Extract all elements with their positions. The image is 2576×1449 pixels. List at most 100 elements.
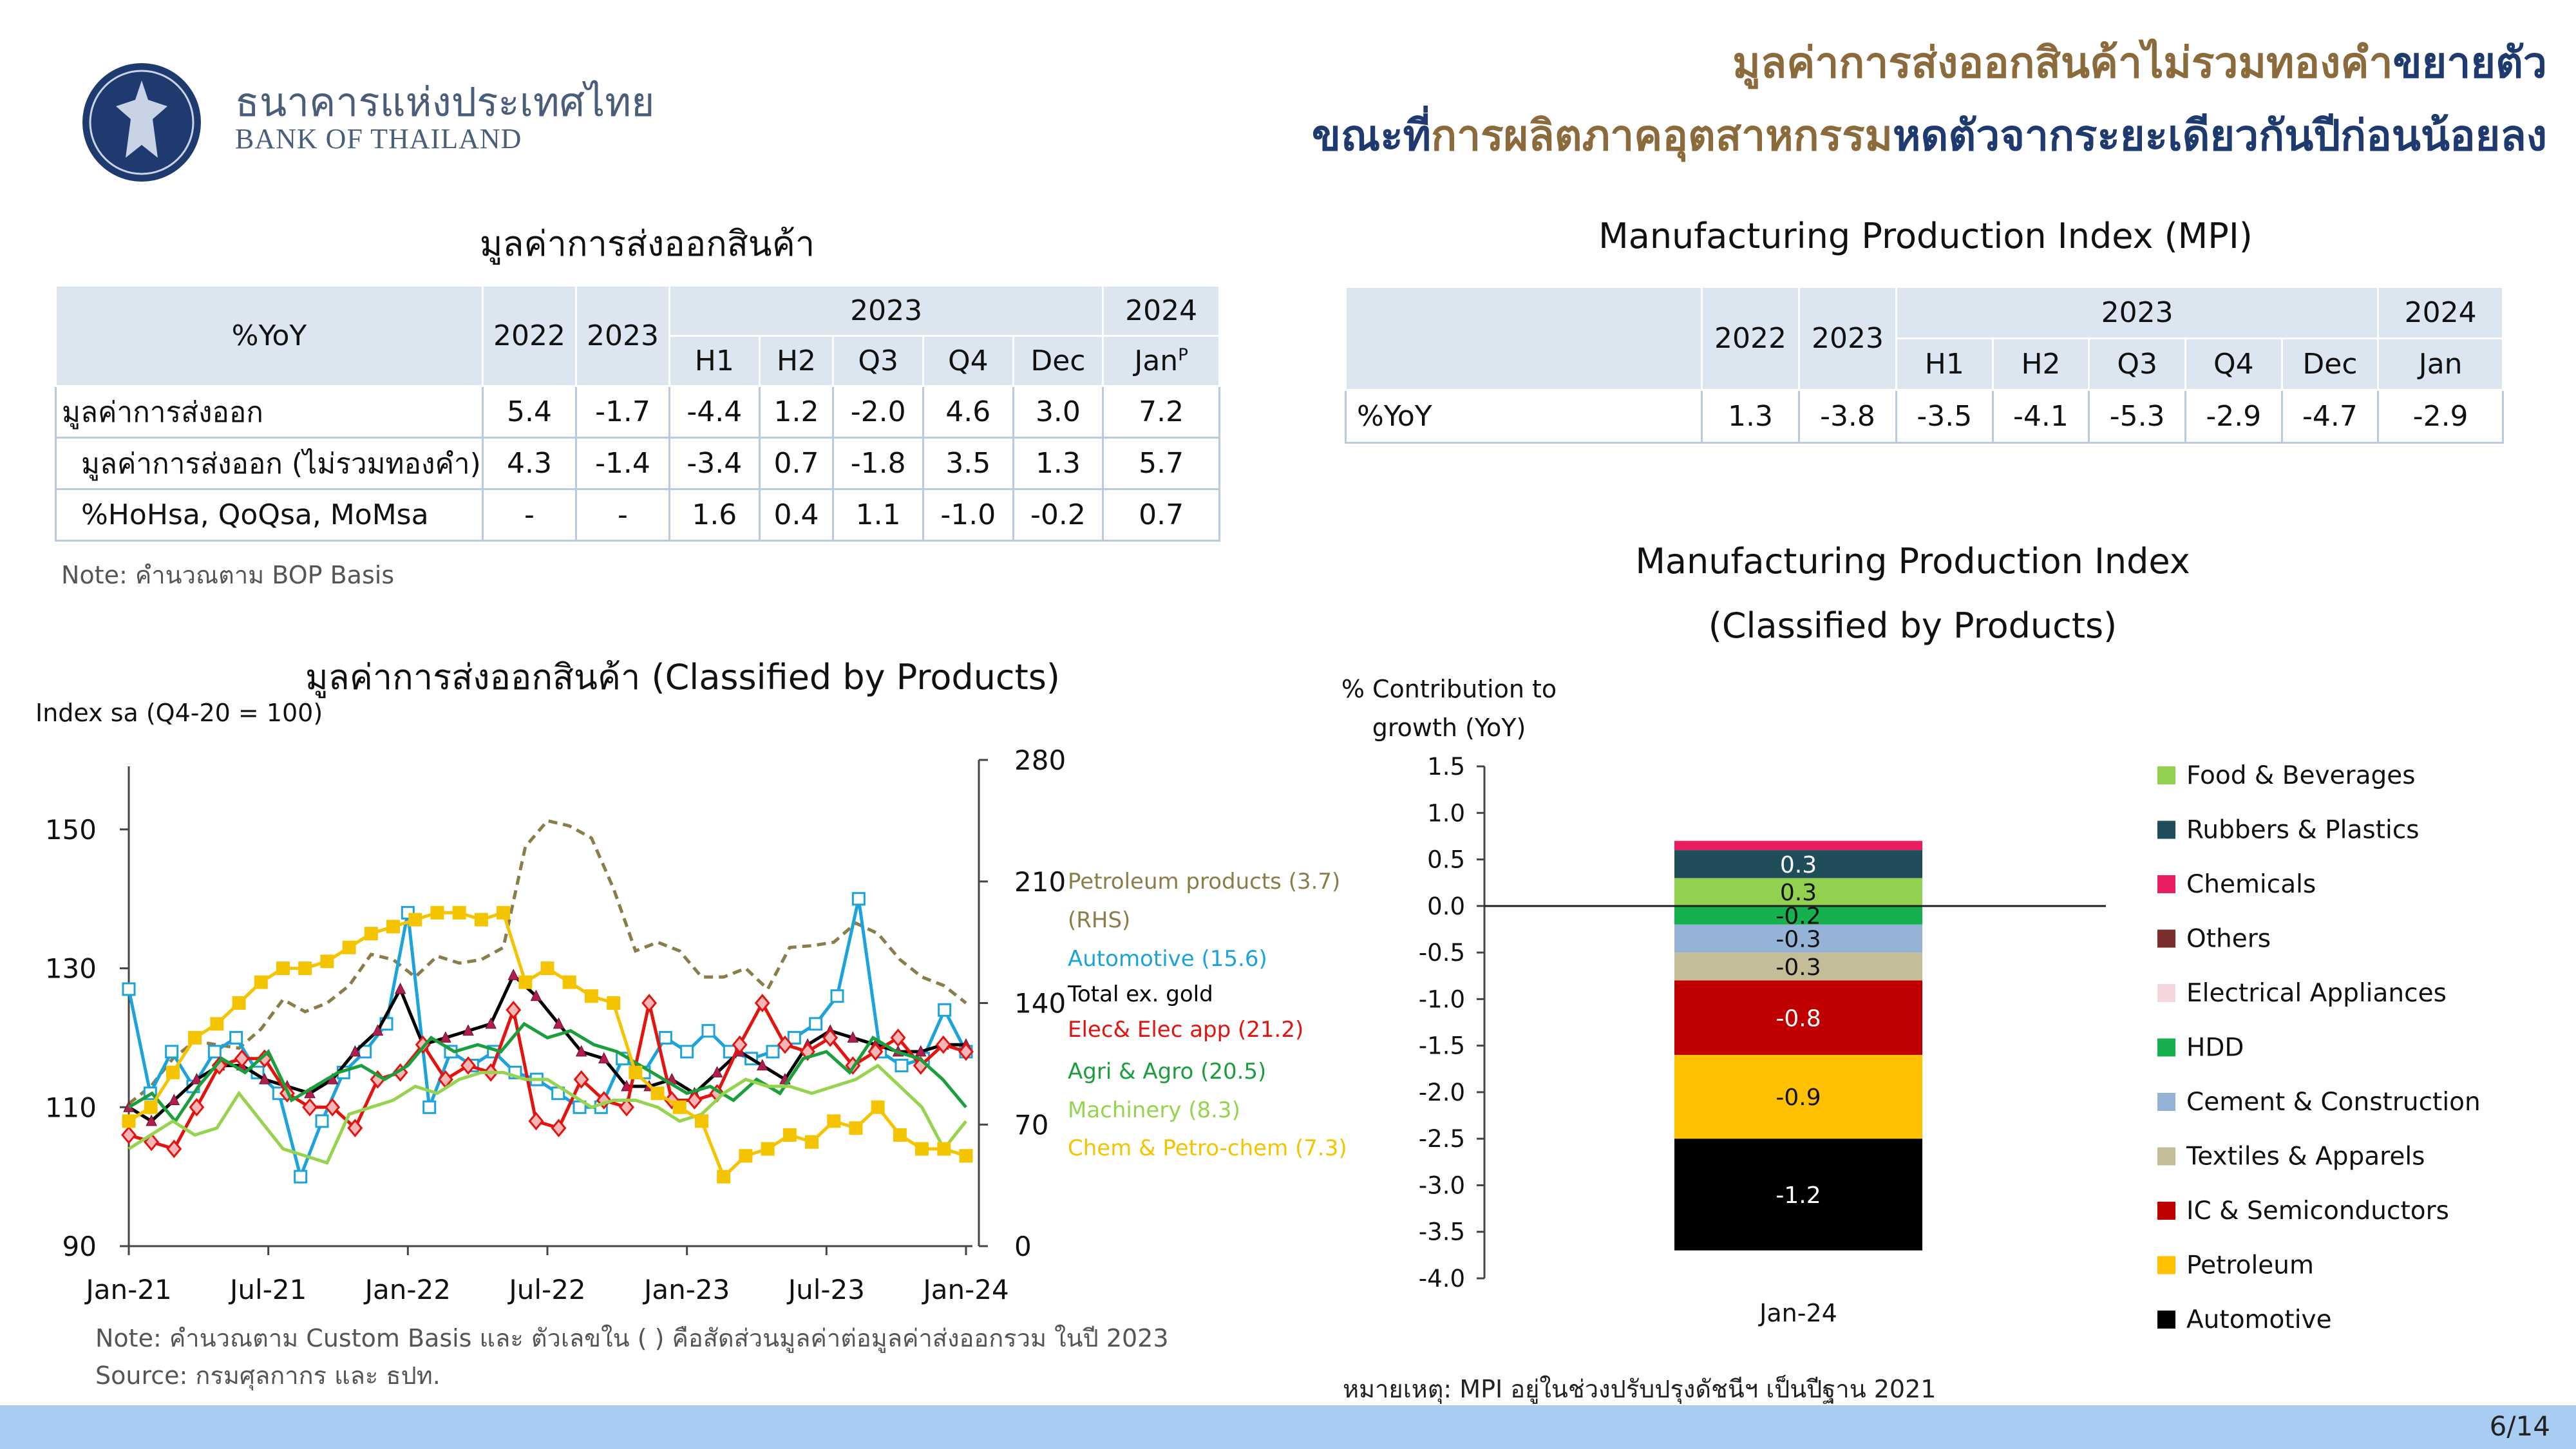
legend-label: Others xyxy=(2186,925,2271,954)
legend-label: Chemicals xyxy=(2186,870,2316,899)
legend-swatch xyxy=(2157,1256,2175,1274)
mpi-col-2023: 2023 xyxy=(1798,286,1897,391)
legend-label: Machinery (8.3) xyxy=(1068,1097,1240,1123)
data-point xyxy=(584,989,598,1003)
export-group-2024: 2024 xyxy=(1102,285,1220,337)
mpi-sub-col: Q4 xyxy=(2184,337,2283,391)
export-sub-col-jan: JanP xyxy=(1102,335,1220,387)
legend-label: Cement & Construction xyxy=(2186,1088,2481,1117)
bar-segment xyxy=(1674,905,1922,925)
data-point xyxy=(658,1030,672,1045)
export-col-2023: 2023 xyxy=(575,285,670,387)
cell: -4.1 xyxy=(1991,389,2090,444)
y-tick-label: 1.0 xyxy=(1427,799,1465,827)
bar-segment xyxy=(1674,952,1922,981)
export-sub-col: Dec xyxy=(1012,335,1104,387)
cell: -4.7 xyxy=(2280,389,2380,444)
bar-segment xyxy=(1674,980,1922,1056)
legend-label: Chem & Petro-chem (7.3) xyxy=(1068,1135,1347,1161)
bar-data-label: 0.3 xyxy=(1780,880,1817,906)
headline-line-2: ขณะที่การผลิตภาคอุตสาหกรรมหดตัวจากระยะเด… xyxy=(1311,111,2547,160)
data-point xyxy=(732,1035,748,1054)
legend-swatch xyxy=(2157,820,2175,839)
data-point xyxy=(320,954,334,969)
cell: -0.2 xyxy=(1012,488,1104,542)
data-point xyxy=(717,1170,731,1184)
data-point xyxy=(507,969,520,980)
preliminary-mark: P xyxy=(1178,345,1188,365)
y-tick-label: 0.5 xyxy=(1427,846,1465,874)
data-point xyxy=(629,1065,643,1079)
y-axis-label: growth (YoY) xyxy=(1372,714,1526,742)
data-point xyxy=(276,961,290,976)
cell: 1.1 xyxy=(832,488,924,542)
data-point xyxy=(189,1097,205,1117)
x-tick-label: Jul-22 xyxy=(507,1274,585,1305)
cell: -3.8 xyxy=(1798,389,1897,444)
data-point xyxy=(358,1045,372,1059)
data-point xyxy=(830,989,844,1003)
cell: 3.0 xyxy=(1012,385,1104,439)
data-point xyxy=(302,1097,318,1117)
bar-segment xyxy=(1674,924,1922,953)
cell: -2.9 xyxy=(2184,389,2283,444)
y-tick-label: -4.0 xyxy=(1419,1265,1465,1293)
cell: -3.4 xyxy=(668,437,761,490)
data-point xyxy=(372,1024,384,1036)
data-point xyxy=(342,940,356,954)
headline-line-1: มูลค่าการส่งออกสินค้าไม่รวมทองคำขยายตัว xyxy=(1732,38,2547,88)
legend-swatch xyxy=(2157,1311,2175,1329)
data-point xyxy=(777,1035,793,1054)
data-point xyxy=(349,1045,361,1057)
data-point xyxy=(766,1045,780,1059)
row-label: มูลค่าการส่งออก (ไม่รวมทองคำ) xyxy=(55,437,484,490)
cell: -2.9 xyxy=(2377,389,2504,444)
data-point xyxy=(347,1119,363,1137)
legend-label: Electrical Appliances xyxy=(2186,979,2447,1008)
data-point xyxy=(851,892,866,906)
data-point xyxy=(298,961,312,976)
data-point xyxy=(211,1056,227,1075)
data-point xyxy=(315,1114,329,1128)
data-point xyxy=(827,1114,841,1128)
mpi-sub-col: Jan xyxy=(2377,337,2504,391)
y2-tick-label: 70 xyxy=(1014,1109,1048,1141)
data-point xyxy=(452,905,466,920)
legend-swatch xyxy=(2157,929,2175,948)
x-tick-label: Jan-24 xyxy=(921,1274,1009,1305)
data-point xyxy=(188,1030,202,1045)
legend-label: IC & Semiconductors xyxy=(2186,1197,2449,1226)
export-table-corner: %YoY xyxy=(55,285,484,387)
legend-swatch xyxy=(2157,1093,2175,1111)
data-point xyxy=(497,905,511,920)
data-point xyxy=(254,975,268,989)
y-tick-label: 150 xyxy=(45,814,97,846)
x-tick-label: Jul-23 xyxy=(786,1274,865,1305)
cell: - xyxy=(482,488,577,542)
data-point xyxy=(711,1066,723,1077)
cell: -2.0 xyxy=(832,385,924,439)
legend-swatch xyxy=(2157,984,2175,1002)
cell: 0.7 xyxy=(1102,488,1220,542)
export-group-2023: 2023 xyxy=(668,285,1104,337)
y2-tick-label: 210 xyxy=(1014,866,1066,898)
mpi-sub-col: H1 xyxy=(1895,337,1994,391)
data-point xyxy=(294,1170,308,1184)
cell: 5.7 xyxy=(1102,437,1220,490)
data-point xyxy=(210,1017,224,1031)
y-tick-label: -0.5 xyxy=(1419,939,1465,967)
data-point xyxy=(394,982,406,994)
data-point xyxy=(234,1049,250,1068)
table-row: มูลค่าการส่งออก 5.4 -1.7 -4.4 1.2 -2.0 4… xyxy=(55,385,1220,439)
data-point xyxy=(191,1073,203,1084)
bar-data-label: -1.2 xyxy=(1776,1182,1821,1209)
series-line xyxy=(128,1021,967,1124)
data-point xyxy=(935,1035,951,1054)
data-point xyxy=(822,1028,838,1047)
data-point xyxy=(553,1017,565,1029)
line-chart-source: Source: กรมศุลกากร และ ธปท. xyxy=(95,1361,440,1390)
data-point xyxy=(259,1073,270,1084)
bar-segment xyxy=(1674,1055,1922,1139)
y2-tick-label: 140 xyxy=(1014,988,1066,1019)
data-point xyxy=(607,996,621,1010)
